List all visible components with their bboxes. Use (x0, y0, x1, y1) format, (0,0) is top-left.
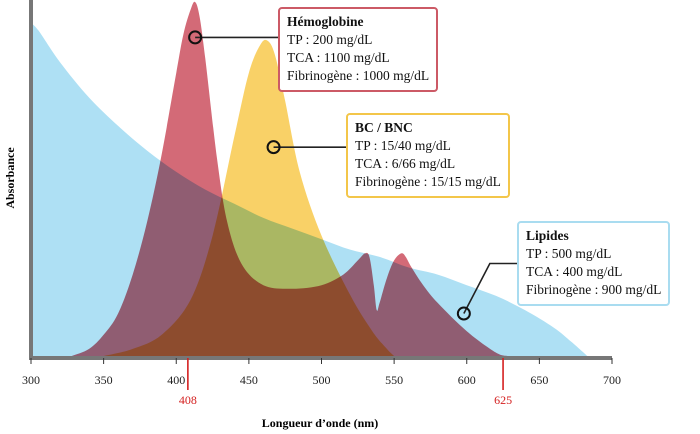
wavelength-markers: 408 625 (179, 358, 512, 407)
connector-line-lipides (463, 262, 517, 314)
connector-circle-bc-bnc (266, 140, 281, 155)
annotation-line: Fibrinogène : 15/15 mg/dL (355, 174, 501, 189)
annotation-line: Fibrinogène : 1000 mg/dL (287, 68, 430, 83)
annotation-line: TP : 15/40 mg/dL (355, 138, 451, 153)
series-area-hemoglobine (71, 1, 508, 357)
annotation-lipides: Lipides TP : 500 mg/dL TCA : 400 mg/dL F… (517, 221, 671, 306)
x-tick-label: 700 (603, 373, 621, 387)
annotation-connectors (188, 30, 517, 321)
annotation-line: TCA : 6/66 mg/dL (355, 156, 456, 171)
x-tick-label: 500 (313, 373, 331, 387)
marker-label-408: 408 (179, 393, 197, 407)
x-tick-label: 400 (167, 373, 185, 387)
marker-label-625: 625 (494, 393, 512, 407)
x-tick-label: 350 (95, 373, 113, 387)
axes (29, 0, 612, 360)
annotation-title: Lipides (526, 228, 569, 243)
annotation-title: BC / BNC (355, 120, 413, 135)
annotation-title: Hémoglobine (287, 14, 364, 29)
connector-circle-hemoglobine (188, 30, 203, 45)
annotation-bc-bnc: BC / BNC TP : 15/40 mg/dL TCA : 6/66 mg/… (346, 113, 510, 198)
x-axis-label: Longueur d’onde (nm) (262, 416, 378, 430)
y-axis-label: Absorbance (3, 147, 17, 209)
x-ticks: 300 350 400 450 500 550 600 650 700 (22, 358, 621, 387)
annotation-line: TP : 500 mg/dL (526, 246, 612, 261)
x-tick-label: 650 (530, 373, 548, 387)
series-areas (31, 1, 588, 357)
annotation-line: TCA : 1100 mg/dL (287, 50, 390, 65)
x-tick-label: 450 (240, 373, 258, 387)
annotation-line: TP : 200 mg/dL (287, 32, 373, 47)
x-tick-label: 300 (22, 373, 40, 387)
annotation-hemoglobine: Hémoglobine TP : 200 mg/dL TCA : 1100 mg… (278, 7, 439, 92)
series-area-bc-bnc (103, 39, 395, 357)
connector-circle-lipides (456, 306, 471, 321)
annotation-line: TCA : 400 mg/dL (526, 264, 623, 279)
annotation-line: Fibrinogène : 900 mg/dL (526, 282, 662, 297)
x-tick-label: 550 (385, 373, 403, 387)
x-tick-label: 600 (458, 373, 476, 387)
